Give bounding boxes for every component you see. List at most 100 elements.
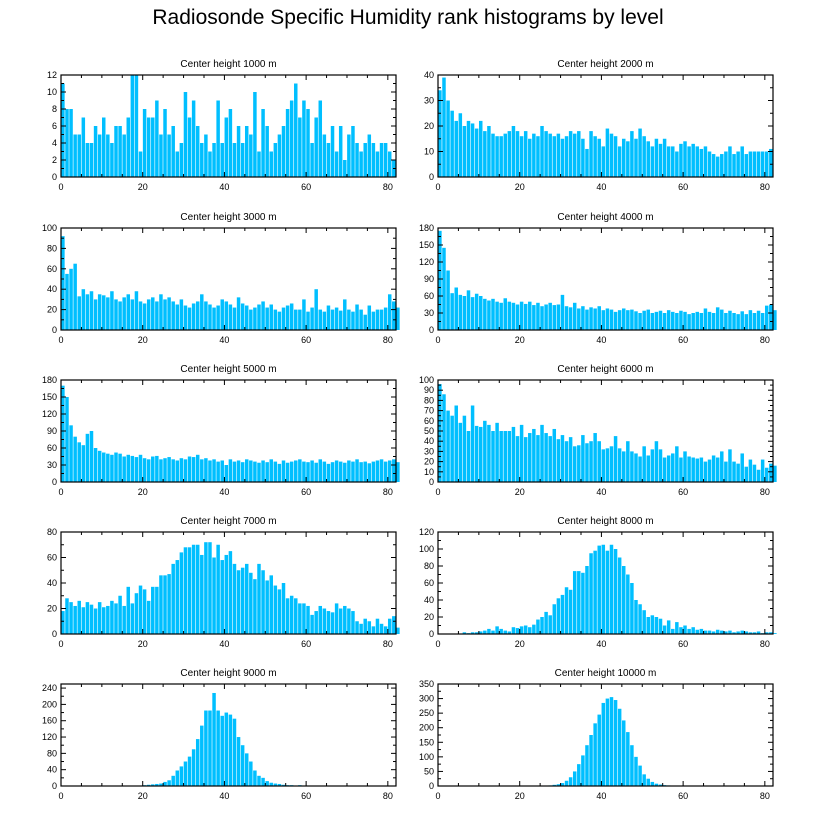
x-tick-label: 0	[435, 487, 440, 497]
histogram-bar	[351, 126, 355, 177]
y-tick-label: 20	[47, 604, 57, 614]
histogram-bar	[617, 310, 622, 330]
histogram-bar	[695, 311, 700, 330]
histogram-bar	[265, 126, 269, 177]
histogram-bar	[568, 777, 573, 786]
y-tick-label: 30	[424, 96, 434, 106]
x-tick-label: 80	[760, 487, 770, 497]
histogram-bar	[81, 289, 86, 330]
histogram-bar	[511, 627, 516, 634]
histogram-bar	[474, 632, 479, 634]
histogram-bar	[167, 297, 171, 330]
histogram-bar	[220, 143, 224, 177]
histogram-bar	[261, 777, 265, 786]
histogram-bar	[446, 100, 450, 177]
histogram-bar	[536, 619, 540, 634]
histogram-bar	[568, 131, 573, 177]
histogram-bar	[195, 739, 200, 786]
histogram-bar	[540, 617, 544, 634]
histogram-bar	[146, 784, 151, 786]
histogram-bar	[253, 770, 257, 786]
histogram-bar	[236, 570, 241, 634]
y-tick-label: 90	[424, 274, 434, 284]
y-tick-label: 80	[47, 243, 57, 253]
histogram-bar	[564, 306, 569, 330]
histogram-bar	[597, 441, 601, 482]
histogram-bar	[371, 461, 376, 482]
histogram-panel: Center height 9000 m 0 20 40 60 80 0 40 80 120 160…	[42, 668, 397, 801]
histogram-bar	[236, 737, 241, 786]
histogram-bar	[773, 633, 777, 634]
histogram-bar	[605, 308, 610, 330]
histogram-bar	[289, 461, 294, 482]
y-tick-label: 60	[424, 416, 434, 426]
histogram-bar	[572, 446, 577, 482]
histogram-bar	[483, 298, 487, 330]
x-tick-label: 20	[138, 182, 148, 192]
histogram-bar	[232, 143, 237, 177]
histogram-bar	[479, 296, 483, 330]
histogram-bar	[617, 708, 622, 786]
histogram-bar	[208, 460, 212, 482]
y-tick-label: 180	[42, 375, 57, 385]
histogram-bar	[715, 307, 720, 330]
histogram-bar	[375, 460, 380, 482]
x-tick-label: 20	[138, 791, 148, 801]
histogram-bar	[383, 626, 388, 634]
histogram-bar	[114, 126, 118, 177]
y-tick-label: 70	[424, 406, 434, 416]
histogram-bar	[383, 307, 388, 330]
histogram-bar	[732, 154, 736, 177]
histogram-bar	[764, 305, 769, 330]
histogram-bar	[175, 151, 180, 177]
panel-title: Center height 7000 m	[180, 516, 276, 527]
y-tick-label: 0	[52, 781, 57, 791]
histogram-bar	[142, 458, 147, 482]
x-tick-label: 0	[435, 791, 440, 801]
histogram-bar	[61, 236, 65, 330]
histogram-bar	[236, 297, 241, 330]
y-tick-label: 160	[42, 716, 57, 726]
histogram-bar	[740, 453, 744, 482]
histogram-bar	[269, 304, 273, 330]
histogram-bar	[621, 308, 626, 330]
histogram-bar	[118, 301, 122, 330]
histogram-bar	[609, 697, 614, 786]
histogram-panel: Center height 4000 m 0 20 40 60 80 0 30 60 90 120 1…	[419, 212, 777, 345]
histogram-bar	[240, 462, 245, 482]
panel-title: Center height 3000 m	[180, 212, 276, 223]
histogram-bar	[577, 445, 581, 482]
histogram-bar	[155, 301, 159, 330]
histogram-bar	[163, 109, 167, 177]
x-tick-label: 40	[596, 335, 606, 345]
histogram-bar	[552, 136, 557, 177]
histogram-bar	[171, 775, 175, 786]
histogram-bar	[265, 781, 269, 786]
histogram-bar	[306, 462, 310, 482]
histogram-bar	[114, 452, 118, 482]
histogram-bar	[613, 700, 618, 786]
histogram-bar	[363, 461, 367, 482]
histogram-bar	[85, 294, 90, 330]
histogram-bar	[89, 143, 94, 177]
histogram-bar	[769, 148, 773, 177]
histogram-bar	[244, 753, 249, 786]
histogram-bar	[318, 459, 323, 482]
histogram-bar	[491, 133, 495, 177]
histogram-bar	[474, 293, 479, 330]
histogram-bar	[351, 461, 355, 482]
histogram-bar	[474, 128, 479, 177]
histogram-bar	[748, 459, 753, 482]
histogram-bar	[548, 436, 552, 482]
histogram-bar	[396, 462, 400, 482]
histogram-bar	[769, 463, 773, 482]
y-tick-label: 0	[429, 172, 434, 182]
histogram-bar	[240, 567, 245, 634]
histogram-bar	[277, 463, 282, 482]
x-tick-label: 60	[301, 639, 311, 649]
histogram-bar	[601, 146, 606, 177]
histogram-bar	[577, 308, 581, 330]
histogram-bar	[204, 542, 208, 634]
histogram-bar	[142, 589, 147, 635]
panel-title: Center height 10000 m	[555, 668, 657, 679]
